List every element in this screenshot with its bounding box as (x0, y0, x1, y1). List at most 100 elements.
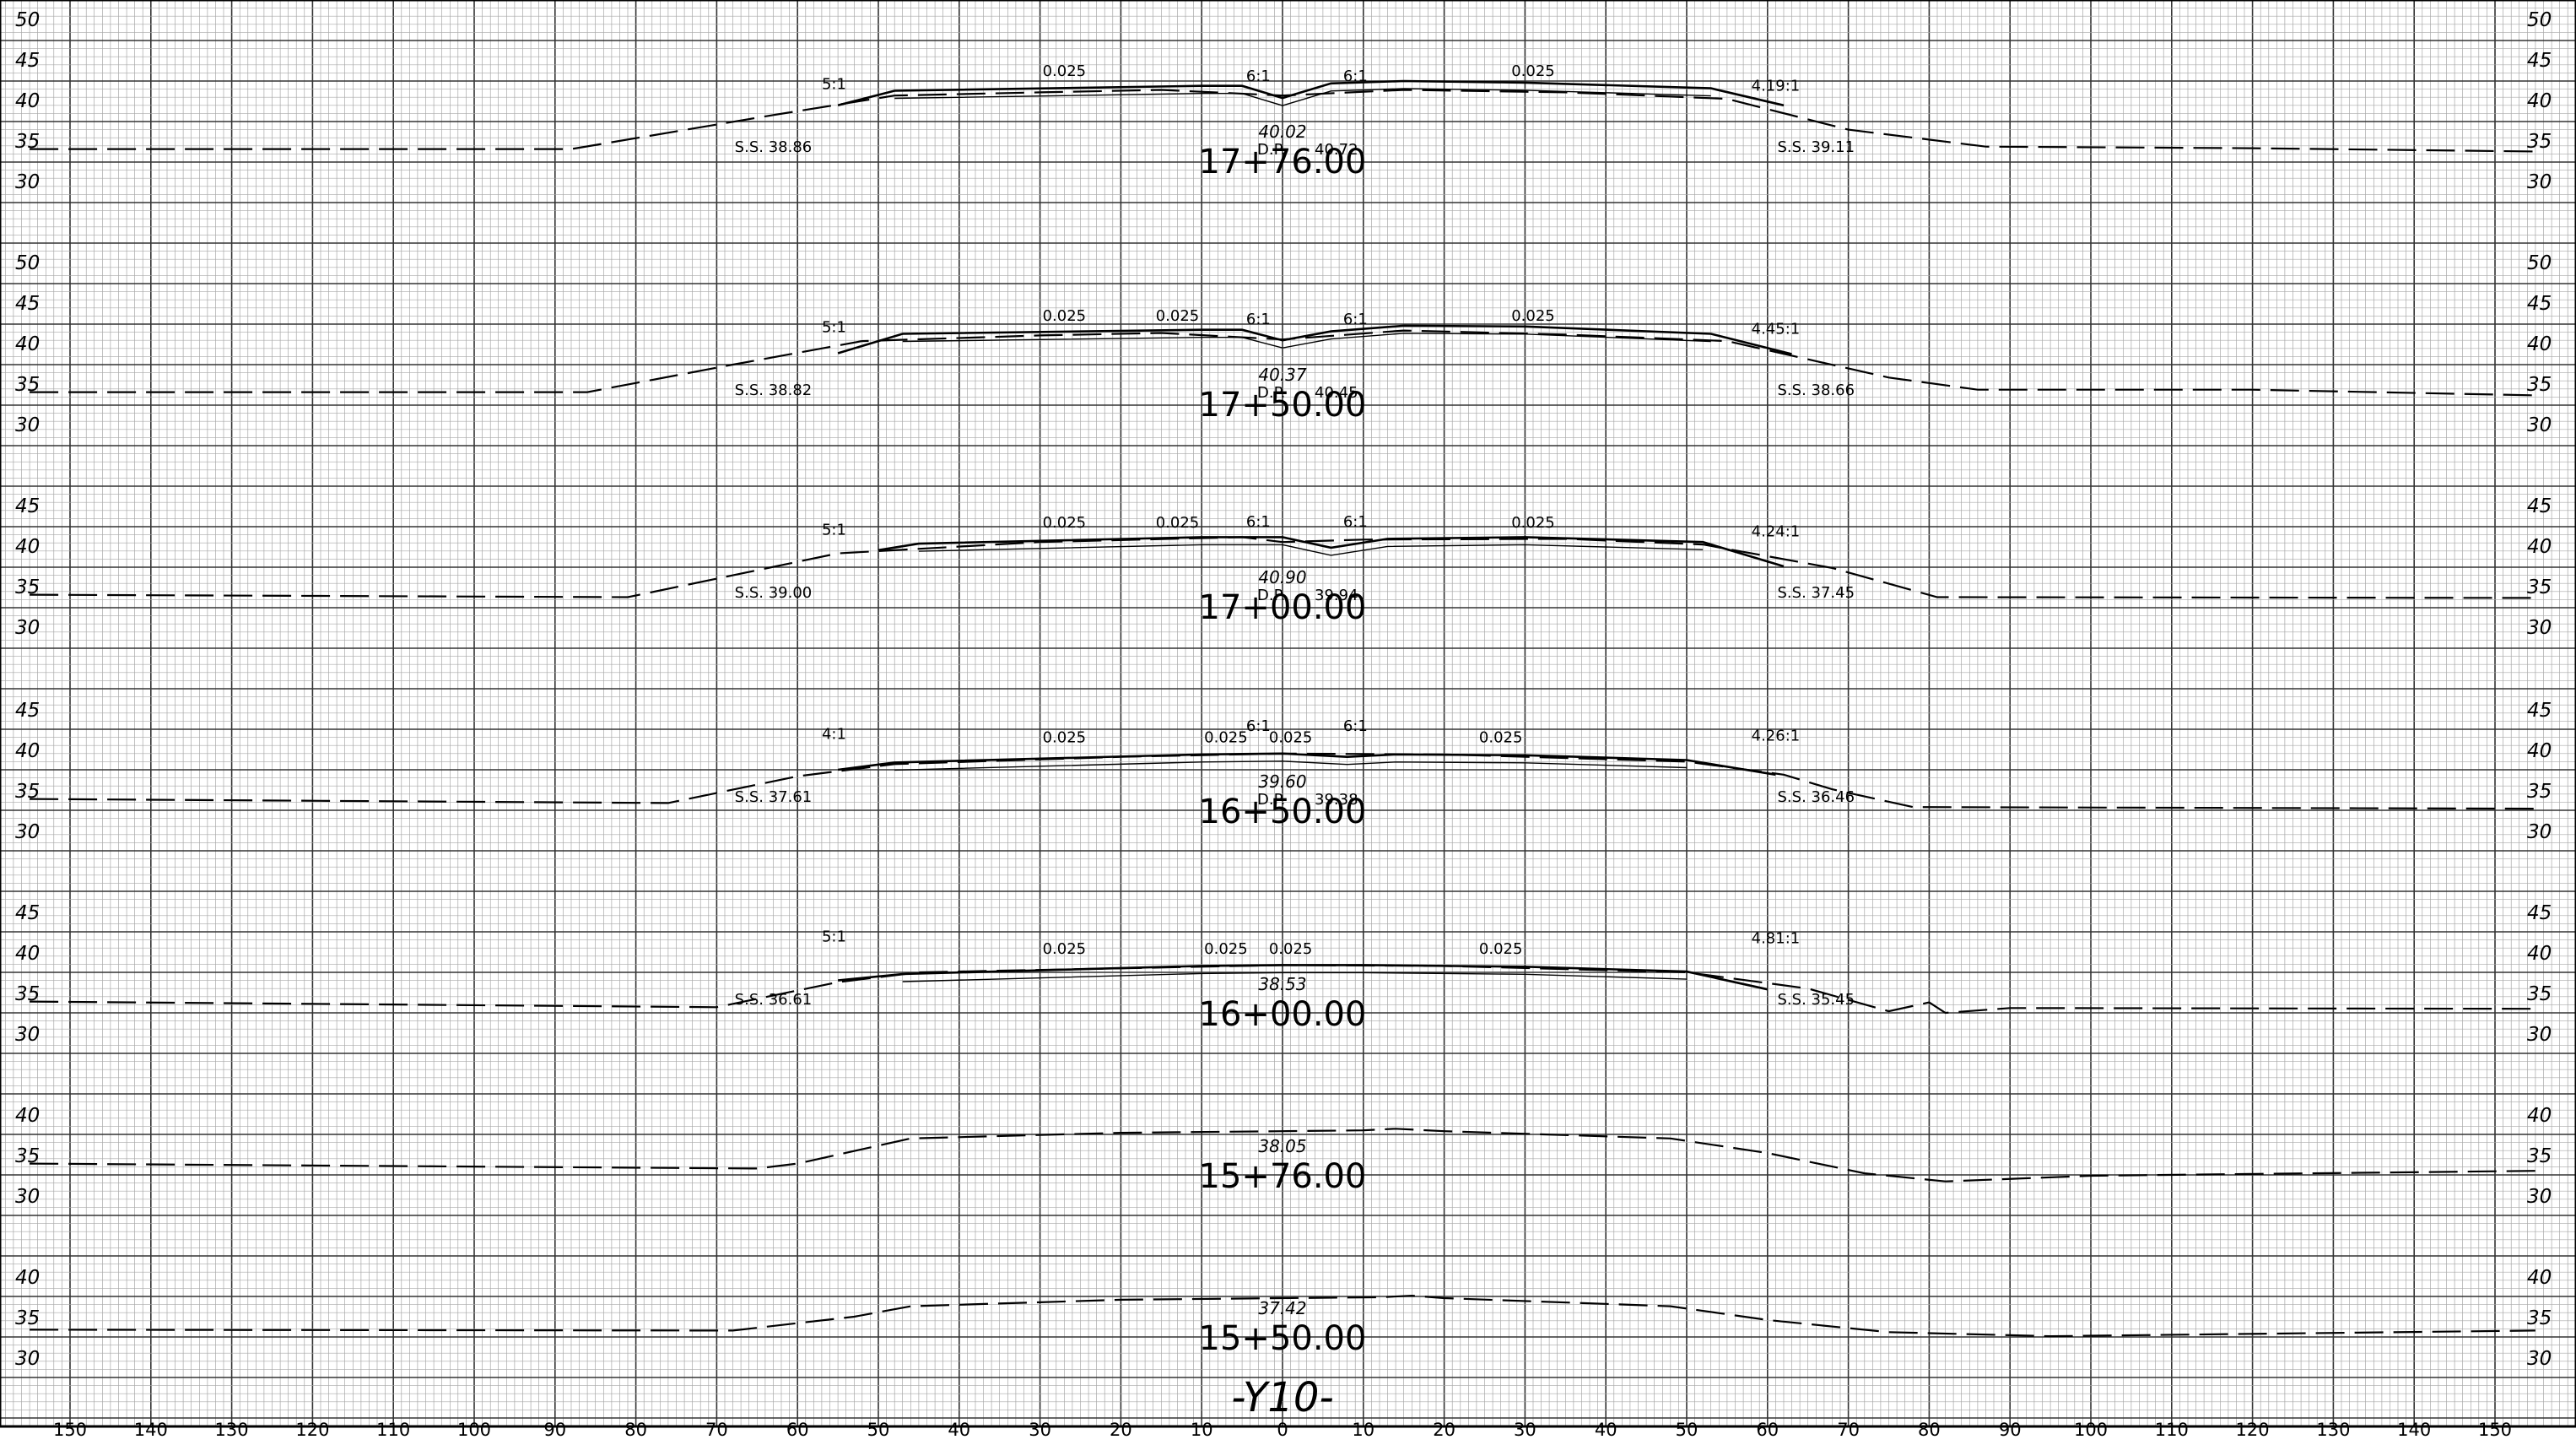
offset-tick-label: 150 (2478, 1420, 2512, 1440)
offset-tick-label: 140 (2397, 1420, 2431, 1440)
right-fill-slope: 4.19:1 (1752, 77, 1801, 95)
elevation-label-right: 35 (2527, 983, 2552, 1005)
centerline-elevation: 37.42 (1258, 1298, 1306, 1318)
offset-tick-label: 80 (624, 1420, 647, 1440)
station-label: 17+00.00 (1199, 588, 1367, 627)
elevation-label-left: 30 (15, 414, 40, 436)
elevation-label-left: 40 (15, 333, 40, 355)
elevation-label-left: 45 (15, 902, 40, 924)
elevation-label-left: 45 (15, 700, 40, 722)
left-ditch-slope: 6:1 (1246, 311, 1271, 328)
lane-cross-slope: 0.025 (1511, 62, 1555, 80)
station-label: 16+00.00 (1199, 995, 1367, 1034)
centerline-elevation: 38.53 (1258, 974, 1306, 994)
existing-ground-line (30, 329, 2535, 397)
pavement-base-line (918, 544, 1704, 556)
offset-tick-label: 140 (134, 1420, 168, 1440)
elevation-label-left: 40 (15, 740, 40, 762)
right-ditch-slope: 6:1 (1343, 513, 1368, 531)
existing-ground-line (30, 89, 2535, 153)
ditch-point-elevation: 40.45 (1315, 384, 1358, 402)
right-ditch-slope: 6:1 (1343, 717, 1368, 735)
left-ditch-slope: 6:1 (1246, 68, 1271, 85)
left-fill-slope: 5:1 (822, 928, 846, 946)
elevation-label-right: 50 (2527, 252, 2552, 274)
elevation-label-left: 30 (15, 1186, 40, 1208)
elevation-label-right: 35 (2527, 1145, 2552, 1167)
lane-cross-slope: 0.025 (1269, 728, 1313, 746)
station-label: 15+50.00 (1199, 1319, 1367, 1358)
existing-ground-line (30, 964, 2535, 1015)
lane-cross-slope: 0.025 (1269, 940, 1313, 958)
offset-tick-label: 90 (543, 1420, 566, 1440)
lane-cross-slope: 0.025 (1511, 514, 1555, 532)
elevation-label-right: 35 (2527, 1307, 2552, 1329)
left-fill-slope: 4:1 (822, 726, 846, 744)
elevation-label-left: 45 (15, 495, 40, 517)
offset-tick-label: 130 (2316, 1420, 2350, 1440)
left-shoulder-elevation: S.S. 39.00 (735, 584, 813, 602)
elevation-label-left: 45 (15, 293, 40, 315)
elevation-label-right: 35 (2527, 131, 2552, 153)
right-shoulder-elevation: S.S. 36.46 (1778, 788, 1855, 806)
elevation-label-right: 45 (2527, 50, 2552, 72)
elevation-label-right: 40 (2527, 1105, 2552, 1127)
offset-tick-label: 40 (948, 1420, 970, 1440)
elevation-label-left: 40 (15, 1267, 40, 1289)
lane-cross-slope: 0.025 (1156, 514, 1200, 532)
elevation-label-right: 45 (2527, 293, 2552, 315)
station-label: 17+76.00 (1199, 143, 1367, 181)
offset-tick-label: 0 (1277, 1420, 1288, 1440)
centerline-elevation: 38.05 (1258, 1136, 1306, 1156)
offset-tick-label: 90 (1999, 1420, 2022, 1440)
centerline-elevation: 40.37 (1258, 365, 1307, 385)
offset-tick-label: 20 (1433, 1420, 1455, 1440)
lane-cross-slope: 0.025 (1204, 940, 1248, 958)
elevation-label-left: 35 (15, 1307, 40, 1329)
elevation-label-right: 30 (2527, 1024, 2552, 1046)
proposed-section-line (837, 79, 1785, 107)
offset-tick-label: 150 (53, 1420, 87, 1440)
existing-ground-line (30, 536, 2535, 599)
existing-ground-line (30, 752, 2535, 810)
elevation-label-left: 40 (15, 1105, 40, 1127)
centerline-elevation: 40.90 (1258, 567, 1306, 587)
left-ditch-slope: 6:1 (1246, 513, 1271, 531)
lane-cross-slope: 0.025 (1156, 307, 1200, 325)
offset-tick-label: 20 (1110, 1420, 1132, 1440)
elevation-label-right: 40 (2527, 740, 2552, 762)
lane-cross-slope: 0.025 (1043, 62, 1087, 80)
proposed-section-line (878, 536, 1785, 568)
offset-tick-label: 40 (1595, 1420, 1617, 1440)
elevation-label-right: 50 (2527, 9, 2552, 31)
ditch-point-label: D.P. (1257, 384, 1285, 402)
offset-axis: 150 140 130 120 110 100 90 80 70 60 50 40 30 20 10 0 10 2… (53, 1420, 2512, 1440)
elevation-label-right: 45 (2527, 902, 2552, 924)
offset-tick-label: 110 (2155, 1420, 2189, 1440)
elevation-label-right: 30 (2527, 1348, 2552, 1370)
elevation-label-right: 35 (2527, 374, 2552, 396)
elevation-label-left: 30 (15, 171, 40, 193)
drawing-title: -Y10- (1231, 1374, 1334, 1421)
elevation-label-right: 40 (2527, 90, 2552, 112)
lane-cross-slope: 0.025 (1043, 307, 1087, 325)
right-shoulder-elevation: S.S. 37.45 (1778, 584, 1855, 602)
elevation-label-left: 30 (15, 1024, 40, 1046)
offset-tick-label: 80 (1918, 1420, 1941, 1440)
ditch-point-elevation: 40.72 (1315, 141, 1358, 159)
offset-tick-label: 70 (1837, 1420, 1860, 1440)
pavement-base-line (894, 760, 1688, 771)
right-fill-slope: 4.81:1 (1752, 929, 1801, 947)
pavement-base-line (902, 971, 1688, 982)
elevation-label-right: 30 (2527, 617, 2552, 639)
left-fill-slope: 5:1 (822, 319, 846, 337)
elevation-label-right: 35 (2527, 781, 2552, 803)
proposed-section-line (837, 964, 1769, 991)
left-shoulder-elevation: S.S. 37.61 (735, 788, 813, 806)
lane-cross-slope: 0.025 (1043, 514, 1087, 532)
elevation-label-right: 30 (2527, 171, 2552, 193)
